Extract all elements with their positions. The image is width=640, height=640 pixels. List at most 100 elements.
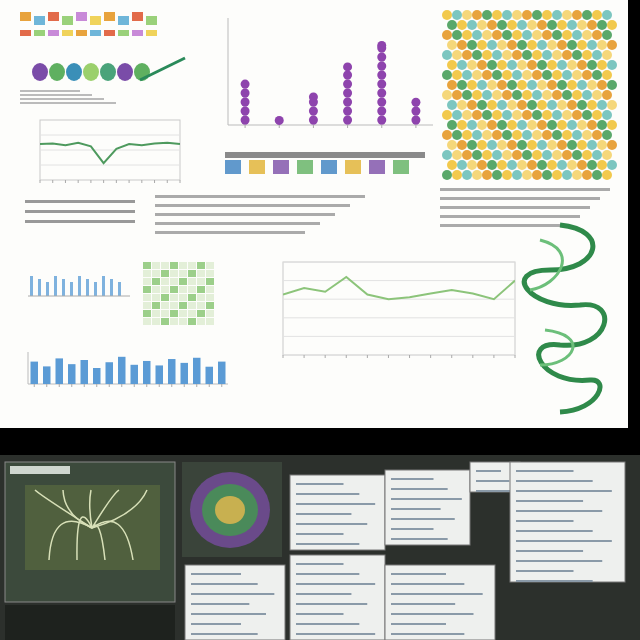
bar-dot — [411, 116, 420, 125]
text-line — [296, 563, 344, 565]
marks — [283, 277, 515, 299]
grid-line — [40, 135, 180, 136]
marks — [31, 357, 226, 384]
text-line — [191, 613, 266, 615]
text-line — [516, 580, 593, 582]
mosaic-cell — [472, 50, 482, 60]
mosaic-cell — [442, 30, 452, 40]
x-tick — [121, 384, 122, 387]
bar-dot — [241, 80, 250, 89]
mosaic-cell — [517, 120, 527, 130]
text-line — [155, 195, 365, 198]
screen — [182, 462, 282, 557]
mosaic-cell — [447, 140, 457, 150]
mosaic-cell — [522, 130, 532, 140]
text-line — [440, 188, 610, 191]
text-line — [516, 560, 602, 562]
mosaic-cell — [482, 70, 492, 80]
mosaic-cell — [487, 140, 497, 150]
mosaic-cell — [482, 10, 492, 20]
mosaic-cell — [517, 80, 527, 90]
x-tick — [40, 180, 41, 183]
text-line — [516, 570, 574, 572]
mosaic-cell — [567, 120, 577, 130]
x-tick — [96, 384, 97, 387]
text-line — [191, 603, 249, 605]
bar-dot — [309, 107, 318, 116]
mosaic-cell — [587, 40, 597, 50]
mosaic-cell — [532, 130, 542, 140]
blob — [32, 63, 48, 81]
text-line — [296, 613, 344, 615]
x-tick — [34, 384, 35, 387]
mosaic-cell — [482, 110, 492, 120]
grid-cell — [206, 262, 214, 269]
mosaic-cell — [462, 30, 472, 40]
text-line — [391, 593, 483, 595]
mosaic-cell — [587, 80, 597, 90]
mosaic-cell — [482, 130, 492, 140]
collage — [0, 0, 640, 640]
ribbon — [524, 225, 604, 412]
bar — [309, 92, 318, 125]
mosaic-cell — [562, 90, 572, 100]
grid-cell — [143, 286, 151, 293]
text-line — [391, 633, 464, 635]
bar-dot — [411, 107, 420, 116]
mosaic-cell — [582, 110, 592, 120]
marks — [40, 143, 180, 163]
text-line — [191, 573, 241, 575]
mosaic-cell — [487, 60, 497, 70]
mosaic-cell — [442, 90, 452, 100]
screen — [5, 462, 175, 602]
mosaic-cell — [572, 90, 582, 100]
bar — [218, 362, 226, 384]
mosaic-cell — [497, 20, 507, 30]
legend-chip — [369, 160, 385, 174]
mosaic-cell — [542, 10, 552, 20]
grid-cell — [170, 310, 178, 317]
grid-cell — [179, 262, 187, 269]
text-line — [25, 200, 135, 203]
mosaic-cell — [442, 170, 452, 180]
grid-line — [283, 280, 515, 281]
mini-bar — [62, 279, 65, 296]
bar — [168, 359, 176, 384]
mosaic-cell — [517, 60, 527, 70]
grid-cell — [152, 286, 160, 293]
text-line — [155, 231, 305, 234]
bar-dot — [377, 53, 386, 62]
mosaic-cell — [602, 70, 612, 80]
mini-axis — [28, 296, 130, 297]
mosaic-cell — [582, 150, 592, 160]
title-bar — [10, 466, 70, 474]
mosaic-cell — [492, 110, 502, 120]
x-tick — [167, 180, 168, 183]
grid-cell — [188, 294, 196, 301]
grid-cell — [143, 318, 151, 325]
mosaic-cell — [592, 170, 602, 180]
mosaic-cell — [497, 120, 507, 130]
chip — [34, 30, 45, 36]
chip — [104, 12, 115, 21]
mosaic-cell — [582, 130, 592, 140]
grid-cell — [179, 310, 187, 317]
line — [40, 143, 180, 163]
grid-cell — [179, 278, 187, 285]
mosaic-cell — [452, 130, 462, 140]
bar — [43, 366, 51, 384]
mosaic-cell — [492, 90, 502, 100]
mosaic-cell — [582, 90, 592, 100]
mosaic-cell — [527, 120, 537, 130]
text-line — [391, 478, 434, 480]
mosaic-cell — [597, 120, 607, 130]
mosaic-cell — [467, 140, 477, 150]
text-line — [516, 510, 602, 512]
mosaic-cell — [577, 80, 587, 90]
chart — [28, 352, 228, 387]
mosaic-cell — [547, 160, 557, 170]
text-line — [516, 530, 593, 532]
mosaic-cell — [542, 110, 552, 120]
mosaic-cell — [442, 110, 452, 120]
mosaic-cell — [447, 60, 457, 70]
